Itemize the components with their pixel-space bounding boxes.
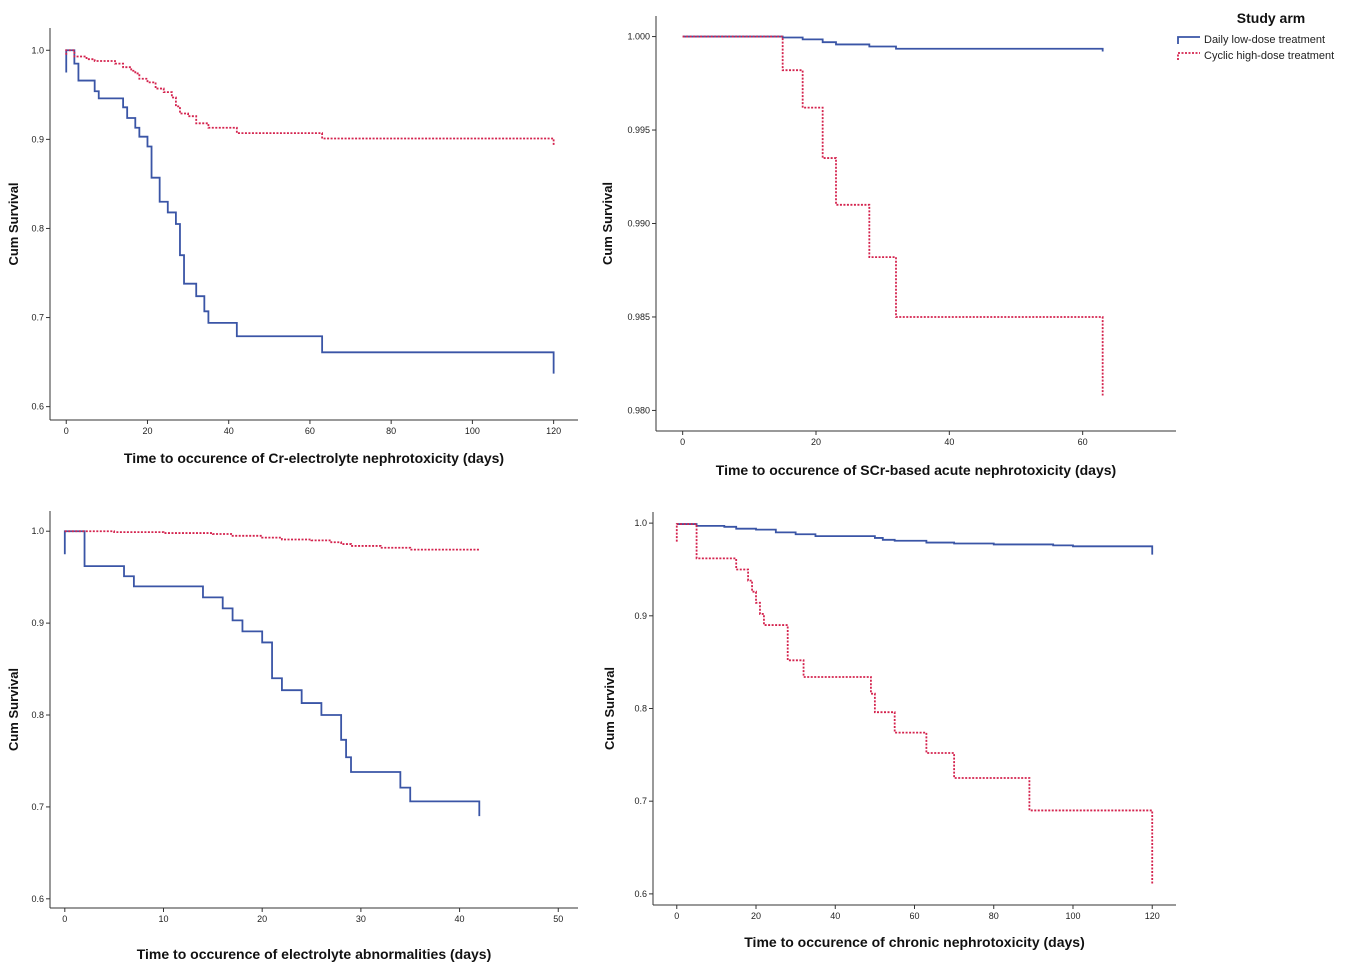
y-tick-label: 0.980 xyxy=(627,405,650,415)
y-tick-label: 1.000 xyxy=(627,32,650,42)
series-line-cyclic-high-dose xyxy=(682,35,1104,396)
y-tick-label: 0.985 xyxy=(627,312,650,322)
y-tick-label: 1.0 xyxy=(31,526,44,536)
x-tick-label: 120 xyxy=(546,426,561,436)
y-axis-label: Cum Survival xyxy=(6,668,21,751)
x-axis-label: Time to occurence of SCr-based acute nep… xyxy=(716,462,1116,478)
legend-label: Daily low-dose treatment xyxy=(1204,34,1326,46)
series-line-daily-low-dose xyxy=(676,523,1154,555)
x-tick-label: 80 xyxy=(386,426,396,436)
chart-cr-electrolyte-nephrotoxicity: 0.6 0.7 0.8 0.9 1.0 0 20 40 60 80 100 120 Time to oc… xyxy=(6,28,578,466)
legend-label: Cyclic high-dose treatment xyxy=(1204,50,1335,62)
legend-item-cyclic-high-dose: Cyclic high-dose treatment xyxy=(1176,48,1354,64)
x-tick-label: 30 xyxy=(356,914,366,924)
y-tick-label: 0.9 xyxy=(31,618,44,628)
legend-swatch-solid-icon xyxy=(1177,36,1200,44)
x-tick-label: 50 xyxy=(553,914,563,924)
x-tick-label: 120 xyxy=(1145,911,1160,921)
y-axis-label: Cum Survival xyxy=(600,182,615,265)
y-tick-label: 0.8 xyxy=(31,710,44,720)
x-tick-label: 80 xyxy=(989,911,999,921)
x-tick-label: 40 xyxy=(830,911,840,921)
y-tick-label: 0.8 xyxy=(634,704,647,714)
x-tick-label: 20 xyxy=(751,911,761,921)
y-tick-label: 0.7 xyxy=(634,796,647,806)
x-tick-label: 20 xyxy=(257,914,267,924)
x-axis-label: Time to occurence of electrolyte abnorma… xyxy=(137,946,492,962)
series-line-cyclic-high-dose xyxy=(65,49,555,146)
series-line-daily-low-dose xyxy=(682,35,1104,52)
x-tick-label: 0 xyxy=(64,426,69,436)
x-tick-label: 0 xyxy=(674,911,679,921)
y-axis-label: Cum Survival xyxy=(602,667,617,750)
y-tick-label: 0.8 xyxy=(31,223,44,233)
y-axis-label: Cum Survival xyxy=(6,182,21,265)
x-tick-label: 40 xyxy=(224,426,234,436)
chart-electrolyte-abnormalities: 0.6 0.7 0.8 0.9 1.0 0 10 20 30 40 50 Time to occure… xyxy=(6,511,578,962)
series-line-daily-low-dose xyxy=(63,530,481,817)
x-axis-label: Time to occurence of Cr-electrolyte neph… xyxy=(124,450,504,466)
series-line-daily-low-dose xyxy=(65,49,555,374)
y-tick-label: 0.990 xyxy=(627,219,650,229)
y-tick-label: 0.7 xyxy=(31,802,44,812)
series-line-cyclic-high-dose xyxy=(64,530,480,551)
x-tick-label: 40 xyxy=(455,914,465,924)
y-tick-label: 0.995 xyxy=(627,125,650,135)
y-tick-label: 0.9 xyxy=(634,611,647,621)
y-tick-label: 1.0 xyxy=(31,45,44,55)
y-tick-label: 1.0 xyxy=(634,518,647,528)
x-tick-label: 60 xyxy=(305,426,315,436)
y-tick-label: 0.6 xyxy=(31,894,44,904)
y-tick-label: 0.6 xyxy=(31,402,44,412)
x-tick-label: 0 xyxy=(62,914,67,924)
series-line-cyclic-high-dose xyxy=(675,523,1154,885)
y-tick-label: 0.7 xyxy=(31,313,44,323)
x-tick-label: 20 xyxy=(142,426,152,436)
y-tick-label: 0.6 xyxy=(634,889,647,899)
chart-legend: Study arm Daily low-dose treatment Cycli… xyxy=(1176,10,1354,64)
chart-scr-acute-nephrotoxicity: 0.980 0.985 0.990 0.995 1.000 0 20 40 60 Time to … xyxy=(600,16,1176,478)
x-tick-label: 0 xyxy=(680,437,685,447)
x-axis-label: Time to occurence of chronic nephrotoxic… xyxy=(744,934,1084,950)
x-tick-label: 60 xyxy=(909,911,919,921)
x-tick-label: 100 xyxy=(1065,911,1080,921)
x-tick-label: 40 xyxy=(944,437,954,447)
chart-chronic-nephrotoxicity: 0.6 0.7 0.8 0.9 1.0 0 20 40 60 80 100 120 Time to oc… xyxy=(602,512,1176,950)
legend-swatch-dotted-icon xyxy=(1177,52,1200,60)
x-tick-label: 100 xyxy=(465,426,480,436)
x-tick-label: 60 xyxy=(1078,437,1088,447)
y-tick-label: 0.9 xyxy=(31,134,44,144)
legend-title: Study arm xyxy=(1236,10,1306,26)
legend-item-daily-low-dose: Daily low-dose treatment xyxy=(1176,32,1354,48)
x-tick-label: 20 xyxy=(811,437,821,447)
x-tick-label: 10 xyxy=(158,914,168,924)
